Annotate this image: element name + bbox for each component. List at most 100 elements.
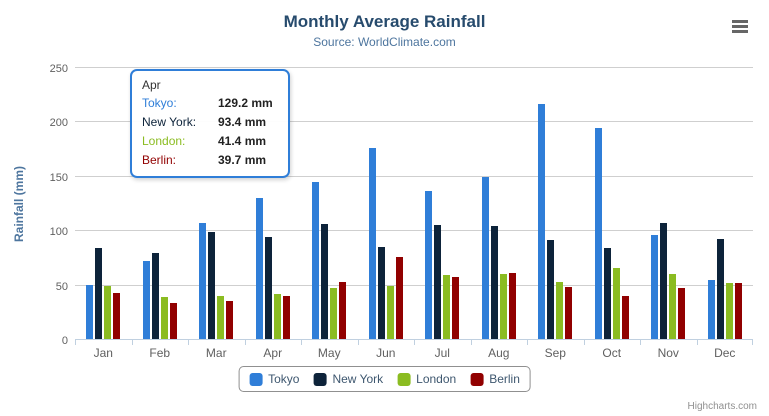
y-axis-label: 50 <box>55 280 68 293</box>
bar-new-york-nov[interactable] <box>660 223 668 339</box>
bar-tokyo-may[interactable] <box>312 182 320 339</box>
bar-berlin-mar[interactable] <box>226 301 234 339</box>
tooltip: Apr Tokyo: 129.2 mm New York: 93.4 mm London… <box>130 69 290 178</box>
legend-label: London <box>416 372 457 386</box>
bar-tokyo-sep[interactable] <box>538 103 546 339</box>
bar-london-dec[interactable] <box>725 283 733 339</box>
hamburger-icon <box>732 20 748 23</box>
x-axis-tick <box>301 340 302 345</box>
credits-link[interactable]: Highcharts.com <box>687 401 757 412</box>
legend-swatch-icon <box>313 372 327 386</box>
x-axis-tick <box>640 340 641 345</box>
tooltip-rows: Tokyo: 129.2 mm New York: 93.4 mm London: 41.… <box>142 96 278 167</box>
category-column-nov <box>640 68 697 339</box>
bar-tokyo-dec[interactable] <box>707 279 715 339</box>
category-column-jul <box>414 68 471 339</box>
bar-london-may[interactable] <box>330 287 338 339</box>
bar-new-york-mar[interactable] <box>208 231 216 339</box>
legend-item-berlin[interactable]: Berlin <box>470 372 520 386</box>
bar-london-jan[interactable] <box>104 285 112 339</box>
bar-london-sep[interactable] <box>556 282 564 339</box>
bar-tokyo-nov[interactable] <box>651 235 659 339</box>
bar-berlin-oct[interactable] <box>621 296 629 339</box>
bar-tokyo-jun[interactable] <box>368 147 376 339</box>
bar-berlin-dec[interactable] <box>734 283 742 339</box>
bar-tokyo-aug[interactable] <box>481 177 489 339</box>
category-column-may <box>301 68 358 339</box>
x-axis-label: Apr <box>263 346 283 360</box>
x-axis-label: Feb <box>149 346 171 360</box>
y-axis-label: 0 <box>61 335 68 347</box>
bar-london-jul[interactable] <box>443 274 451 339</box>
category-column-jan <box>75 68 132 339</box>
y-axis-label: 100 <box>49 226 68 239</box>
bar-groups <box>75 68 753 339</box>
bar-tokyo-feb[interactable] <box>142 261 150 339</box>
bar-new-york-aug[interactable] <box>490 225 498 339</box>
y-axis-label: 250 <box>49 63 68 75</box>
bar-new-york-feb[interactable] <box>151 253 159 339</box>
bar-london-nov[interactable] <box>669 274 677 339</box>
bar-berlin-jul[interactable] <box>452 276 460 339</box>
bar-new-york-jul[interactable] <box>434 224 442 339</box>
bar-tokyo-jan[interactable] <box>86 284 94 339</box>
bar-new-york-sep[interactable] <box>547 239 555 339</box>
tooltip-series-value: 129.2 mm <box>218 96 273 110</box>
tooltip-series-label: New York: <box>142 115 197 129</box>
bar-berlin-nov[interactable] <box>678 288 686 339</box>
bar-tokyo-oct[interactable] <box>594 127 602 339</box>
tooltip-header: Apr <box>142 78 161 92</box>
bar-new-york-may[interactable] <box>321 223 329 339</box>
hamburger-icon <box>732 25 748 28</box>
gridline <box>75 175 753 177</box>
bar-new-york-oct[interactable] <box>603 248 611 339</box>
bar-berlin-apr[interactable] <box>282 295 290 339</box>
legend-item-tokyo[interactable]: Tokyo <box>249 372 299 386</box>
x-axis-label: Dec <box>714 346 736 360</box>
legend-swatch-icon <box>249 372 263 386</box>
bar-new-york-apr[interactable] <box>264 237 272 339</box>
legend-item-new-york[interactable]: New York <box>313 372 383 386</box>
category-column-sep <box>527 68 584 339</box>
legend-item-london[interactable]: London <box>397 372 456 386</box>
bar-tokyo-apr[interactable] <box>255 198 263 339</box>
bar-tokyo-jul[interactable] <box>425 191 433 339</box>
bar-berlin-aug[interactable] <box>508 273 516 339</box>
bar-london-aug[interactable] <box>499 274 507 339</box>
tooltip-series-label: Tokyo: <box>142 96 177 110</box>
legend-label: Berlin <box>489 372 520 386</box>
bar-london-apr[interactable] <box>273 293 281 339</box>
x-axis-label: May <box>317 346 341 360</box>
tooltip-series-value: 41.4 mm <box>218 134 267 148</box>
bar-new-york-jan[interactable] <box>95 248 103 339</box>
bar-london-jun[interactable] <box>386 286 394 339</box>
gridline <box>75 230 753 232</box>
category-column-dec <box>697 68 754 339</box>
legend-label: New York <box>332 372 384 386</box>
export-menu-button[interactable] <box>732 20 748 33</box>
hamburger-icon <box>732 30 748 33</box>
tooltip-series-value: 39.7 mm <box>218 153 267 167</box>
x-axis-label: Oct <box>602 346 622 360</box>
x-axis-label: Jun <box>376 346 396 360</box>
bar-berlin-sep[interactable] <box>565 287 573 339</box>
gridline <box>75 121 753 123</box>
bar-london-mar[interactable] <box>217 296 225 339</box>
category-column-apr <box>245 68 302 339</box>
category-column-feb <box>132 68 189 339</box>
chart-subtitle: Source: WorldClimate.com <box>313 35 456 49</box>
bar-london-feb[interactable] <box>160 296 168 339</box>
bar-berlin-jun[interactable] <box>395 256 403 339</box>
x-axis-tick <box>244 340 246 345</box>
bar-berlin-feb[interactable] <box>169 302 177 339</box>
x-axis-label: Jan <box>93 346 113 360</box>
bar-tokyo-mar[interactable] <box>199 223 207 339</box>
bar-new-york-jun[interactable] <box>377 247 385 339</box>
bar-berlin-may[interactable] <box>339 281 347 339</box>
bar-new-york-dec[interactable] <box>716 238 724 339</box>
bar-berlin-jan[interactable] <box>113 292 121 339</box>
y-axis-label: 200 <box>49 117 68 130</box>
category-column-oct <box>584 68 641 339</box>
bar-london-oct[interactable] <box>612 268 620 339</box>
